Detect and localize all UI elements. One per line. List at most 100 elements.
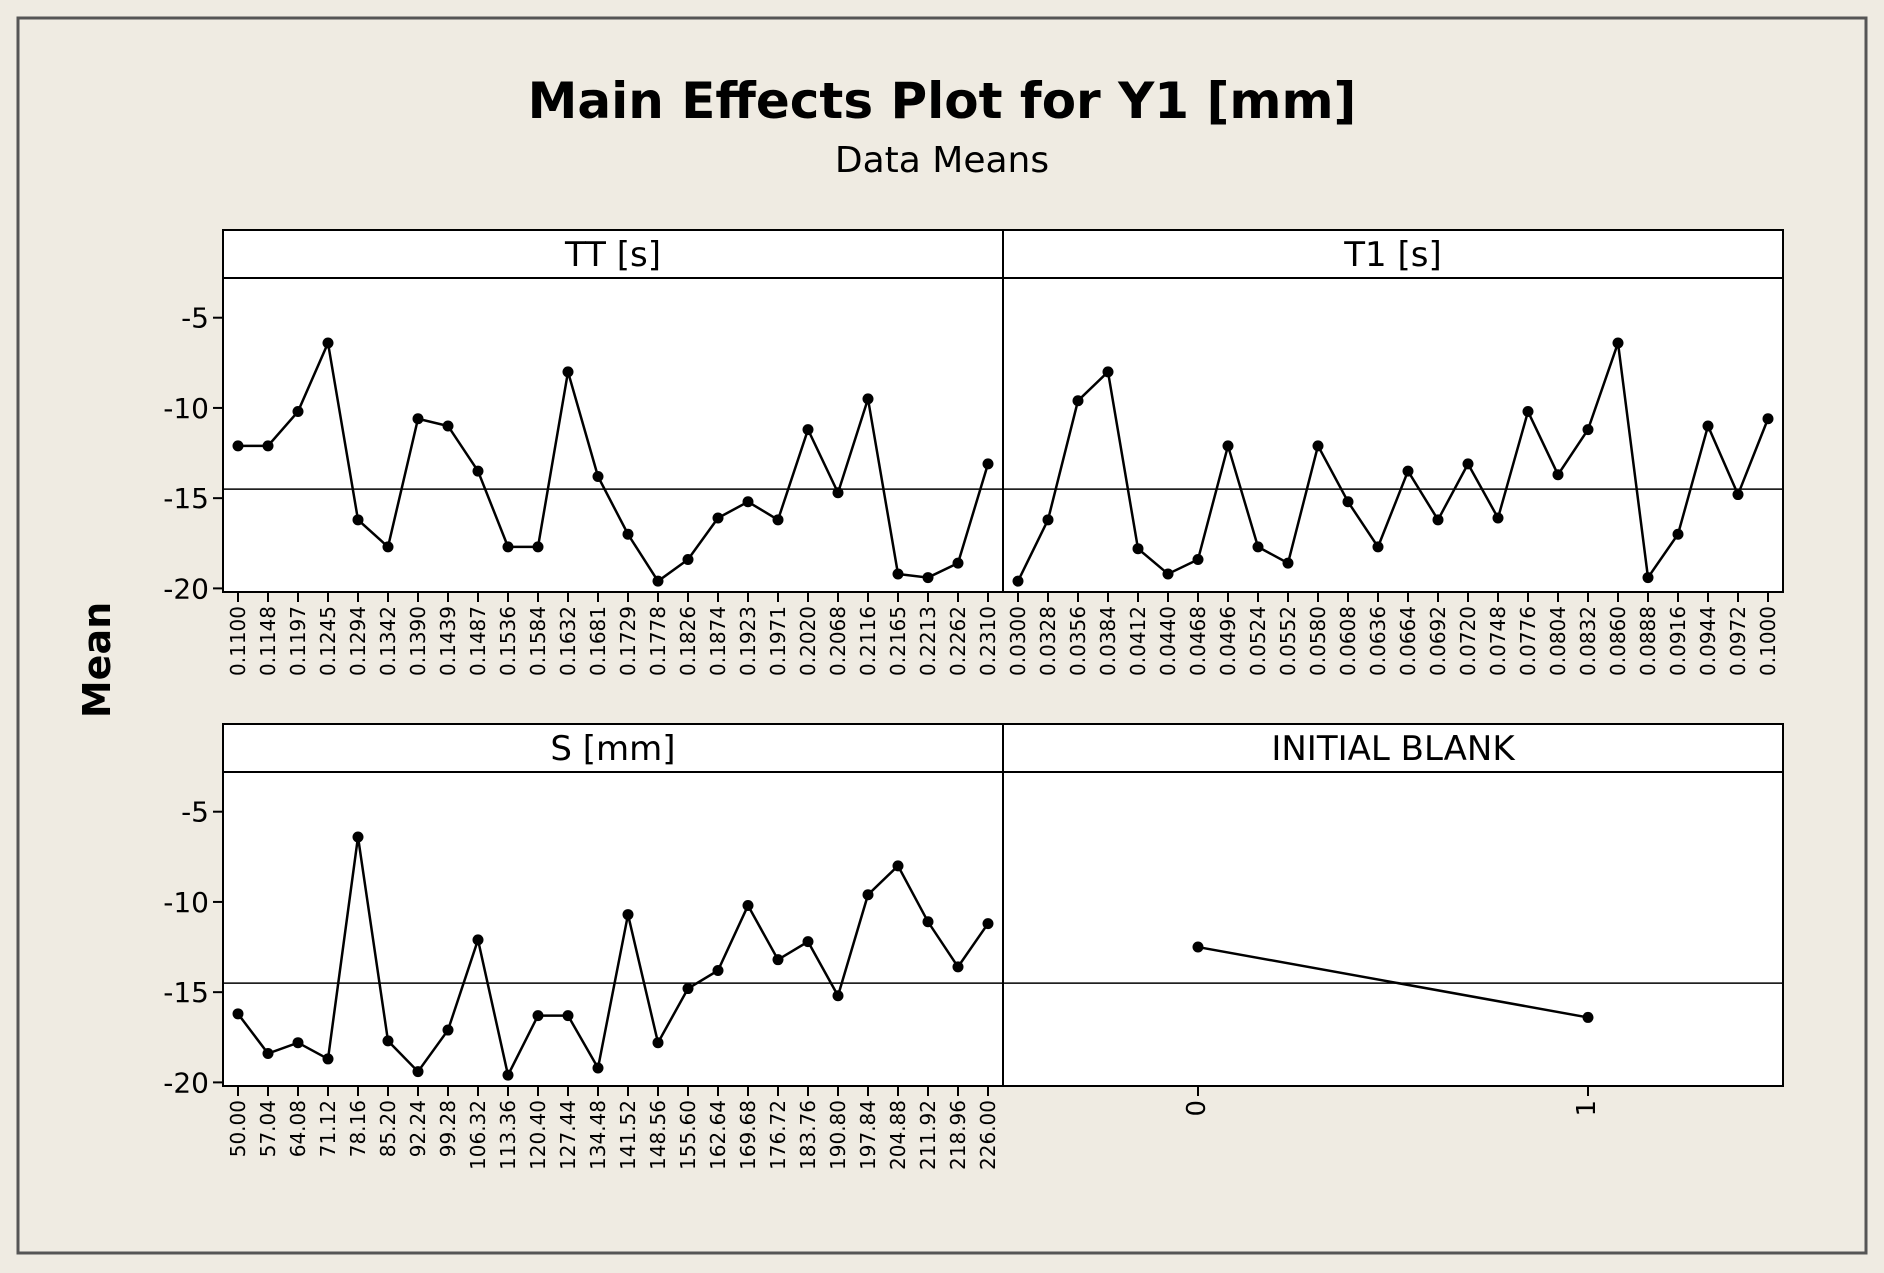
x-tick-label: 204.88	[886, 1100, 910, 1170]
data-point	[1252, 541, 1264, 553]
data-point	[532, 541, 544, 553]
data-point	[622, 909, 634, 921]
outer-frame	[16, 16, 1868, 1255]
x-tick-label: 218.96	[946, 1100, 970, 1170]
data-point	[892, 568, 904, 580]
x-tick-label: 0.2165	[886, 606, 910, 676]
data-point	[922, 916, 934, 928]
data-point	[652, 575, 664, 587]
x-tick-label: 0.1778	[646, 606, 670, 676]
data-point	[1072, 395, 1084, 407]
x-tick-label: 148.56	[646, 1100, 670, 1170]
data-point	[742, 900, 754, 912]
panel-frame	[222, 229, 1004, 593]
panel-s-mm: S [mm] -5 -10 -15 -20 50.00 57.04 64.08 71.12 78.…	[163, 723, 1004, 1170]
data-point	[322, 1053, 334, 1065]
series-line	[1016, 342, 1770, 582]
x-tick-label: 141.52	[616, 1100, 640, 1170]
x-tick-label: 0.0720	[1456, 606, 1480, 676]
strip-label: S [mm]	[550, 729, 675, 769]
x-tick-label: 71.12	[316, 1100, 340, 1157]
x-tick-label: 197.84	[856, 1100, 880, 1170]
x-tick-label: 0.2213	[916, 606, 940, 676]
x-tick-label: 0.0356	[1066, 606, 1090, 676]
x-tick-label: 0.0888	[1636, 606, 1660, 676]
panel-frame	[222, 723, 1004, 1087]
data-point	[772, 954, 784, 966]
x-tick-label: 92.24	[406, 1100, 430, 1157]
y-tick-label: -15	[163, 482, 209, 515]
x-tick-label: 0.1923	[736, 606, 760, 676]
x-tick-label: 226.00	[976, 1100, 1000, 1170]
x-tick-label: 0.1487	[466, 606, 490, 676]
data-point	[832, 990, 844, 1002]
y-tick-label: -5	[181, 796, 209, 829]
data-point	[502, 1069, 514, 1081]
data-point	[1492, 512, 1504, 524]
data-point	[1552, 469, 1564, 481]
data-point	[862, 889, 874, 901]
data-point	[1762, 413, 1774, 425]
x-tick-label: 85.20	[376, 1100, 400, 1157]
data-point	[1522, 406, 1534, 418]
x-tick-label: 0.1100	[226, 606, 250, 676]
x-tick-label: 0.0664	[1396, 606, 1420, 676]
x-tick-label: 176.72	[766, 1100, 790, 1170]
x-tick-label: 162.64	[706, 1100, 730, 1170]
y-tick-label: -20	[163, 1066, 209, 1099]
panel-initial-blank: INITIAL BLANK 0 1	[1002, 723, 1784, 1117]
x-tick-label: 0.2068	[826, 606, 850, 676]
x-tick-label: 0.2116	[856, 606, 880, 676]
x-tick-label: 0.0384	[1096, 606, 1120, 676]
x-tick-label: 120.40	[526, 1100, 550, 1170]
data-point	[442, 1024, 454, 1036]
data-point	[562, 366, 574, 378]
x-tick-label: 0.1826	[676, 606, 700, 676]
data-point	[1042, 514, 1054, 526]
x-tick-label: 0.1390	[406, 606, 430, 676]
panel-t1-s: T1 [s]0.0300 0.0328 0.0356 0.0384 0.0412 0.04…	[1002, 229, 1784, 676]
data-point	[322, 337, 334, 349]
data-point	[1012, 575, 1024, 587]
x-tick-label: 0	[1182, 1100, 1212, 1117]
data-point	[532, 1010, 544, 1022]
x-tick-label: 0.1245	[316, 606, 340, 676]
x-tick-label: 127.44	[556, 1100, 580, 1170]
x-tick-label: 0.0580	[1306, 606, 1330, 676]
data-point	[862, 393, 874, 405]
data-point	[982, 918, 994, 930]
data-point	[382, 541, 394, 553]
data-point	[1192, 941, 1204, 953]
data-point	[772, 514, 784, 526]
strip-label: INITIAL BLANK	[1271, 729, 1516, 769]
data-point	[352, 831, 364, 843]
x-tick-label: 134.48	[586, 1100, 610, 1170]
x-tick-label: 0.1342	[376, 606, 400, 676]
data-point	[292, 406, 304, 418]
data-point	[952, 557, 964, 569]
data-point	[1162, 568, 1174, 580]
data-point	[712, 965, 724, 977]
y-tick-label: -5	[181, 302, 209, 335]
x-tick-label: 0.0468	[1186, 606, 1210, 676]
data-point	[232, 1008, 244, 1020]
x-tick-label: 0.0916	[1666, 606, 1690, 676]
x-tick-label: 106.32	[466, 1100, 490, 1170]
x-tick-label: 0.0748	[1486, 606, 1510, 676]
data-point	[1582, 424, 1594, 436]
data-point	[1372, 541, 1384, 553]
data-point	[1732, 489, 1744, 501]
data-point	[1222, 440, 1234, 452]
data-point	[682, 554, 694, 566]
y-tick-label: -10	[163, 392, 209, 425]
x-tick-label: 169.68	[736, 1100, 760, 1170]
chart-title: Main Effects Plot for Y1 [mm]	[528, 72, 1357, 130]
data-point	[232, 440, 244, 452]
panel-frame	[1002, 723, 1784, 1087]
series-line	[238, 338, 990, 583]
x-tick-label: 0.0300	[1006, 606, 1030, 676]
strip-label: T1 [s]	[1343, 235, 1441, 275]
y-tick-label: -20	[163, 572, 209, 605]
series-line	[237, 836, 990, 1079]
data-point	[712, 512, 724, 524]
